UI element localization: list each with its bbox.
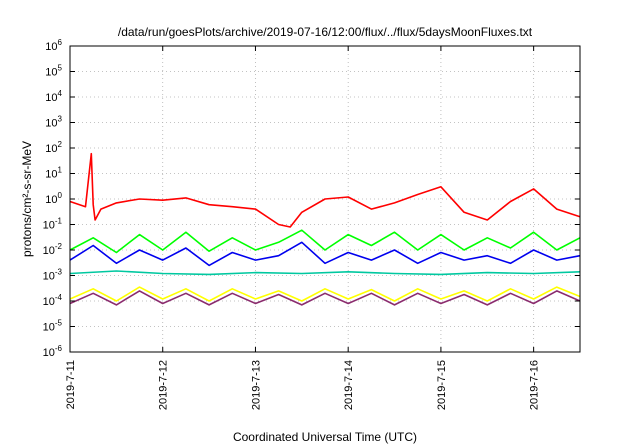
- y-tick-exponent: -6: [55, 344, 63, 353]
- y-tick-label: 103: [45, 115, 62, 130]
- series-line-4: [69, 270, 581, 276]
- y-tick-base: 10: [45, 118, 57, 130]
- x-tick-label: 2019-7-12: [158, 360, 170, 410]
- y-tick-label: 10-3: [43, 268, 63, 283]
- y-tick-exponent: 3: [58, 115, 63, 124]
- y-tick-label: 102: [45, 140, 62, 155]
- y-tick-exponent: -5: [55, 319, 63, 328]
- y-axis-label: protons/cm²-s-sr-MeV: [20, 141, 34, 257]
- series-lines: [69, 152, 581, 306]
- series-line-5: [69, 286, 581, 302]
- y-tick-base: 10: [45, 194, 57, 206]
- x-tick-label: 2019-7-11: [65, 360, 77, 409]
- y-tick-exponent: 2: [58, 140, 63, 149]
- y-tick-base: 10: [43, 245, 55, 257]
- y-tick-exponent: 5: [58, 64, 63, 73]
- y-tick-exponent: 0: [58, 191, 63, 200]
- x-tick-label: 2019-7-14: [343, 360, 355, 410]
- y-tick-exponent: -2: [55, 242, 63, 251]
- y-tick-base: 10: [45, 41, 57, 53]
- series-line-2: [69, 229, 581, 254]
- y-tick-label: 105: [45, 64, 62, 79]
- y-tick-label: 104: [45, 89, 62, 104]
- series-line-3: [69, 241, 581, 267]
- y-tick-base: 10: [43, 347, 55, 359]
- y-tick-base: 10: [43, 220, 55, 232]
- y-tick-exponent: -1: [55, 217, 63, 226]
- y-tick-base: 10: [43, 296, 55, 308]
- y-tick-label: 10-1: [43, 217, 63, 232]
- y-tick-base: 10: [43, 271, 55, 283]
- y-tick-base: 10: [45, 169, 57, 181]
- y-tick-label: 10-4: [43, 293, 63, 308]
- y-tick-exponent: 6: [58, 38, 63, 47]
- y-tick-label: 10-2: [43, 242, 63, 257]
- series-line-6: [69, 290, 581, 306]
- chart-title: /data/run/goesPlots/archive/2019-07-16/1…: [118, 25, 533, 39]
- y-tick-label: 101: [45, 166, 62, 181]
- y-tick-base: 10: [45, 143, 57, 155]
- x-tick-label: 2019-7-13: [250, 360, 262, 410]
- y-tick-exponent: -4: [55, 293, 63, 302]
- series-line-1: [69, 152, 581, 228]
- axis-ticks: 10-610-510-410-310-210-11001011021031041…: [43, 38, 580, 410]
- y-tick-label: 10-5: [43, 319, 63, 334]
- y-tick-exponent: 1: [58, 166, 63, 175]
- y-tick-exponent: 4: [58, 89, 63, 98]
- y-tick-exponent: -3: [55, 268, 63, 277]
- y-tick-label: 100: [45, 191, 62, 206]
- y-tick-base: 10: [45, 92, 57, 104]
- y-tick-label: 106: [45, 38, 62, 53]
- x-tick-label: 2019-7-15: [436, 360, 448, 410]
- y-tick-label: 10-6: [43, 344, 63, 359]
- y-tick-base: 10: [43, 322, 55, 334]
- x-axis-label: Coordinated Universal Time (UTC): [233, 430, 417, 444]
- y-tick-base: 10: [45, 67, 57, 79]
- x-tick-label: 2019-7-16: [529, 360, 541, 410]
